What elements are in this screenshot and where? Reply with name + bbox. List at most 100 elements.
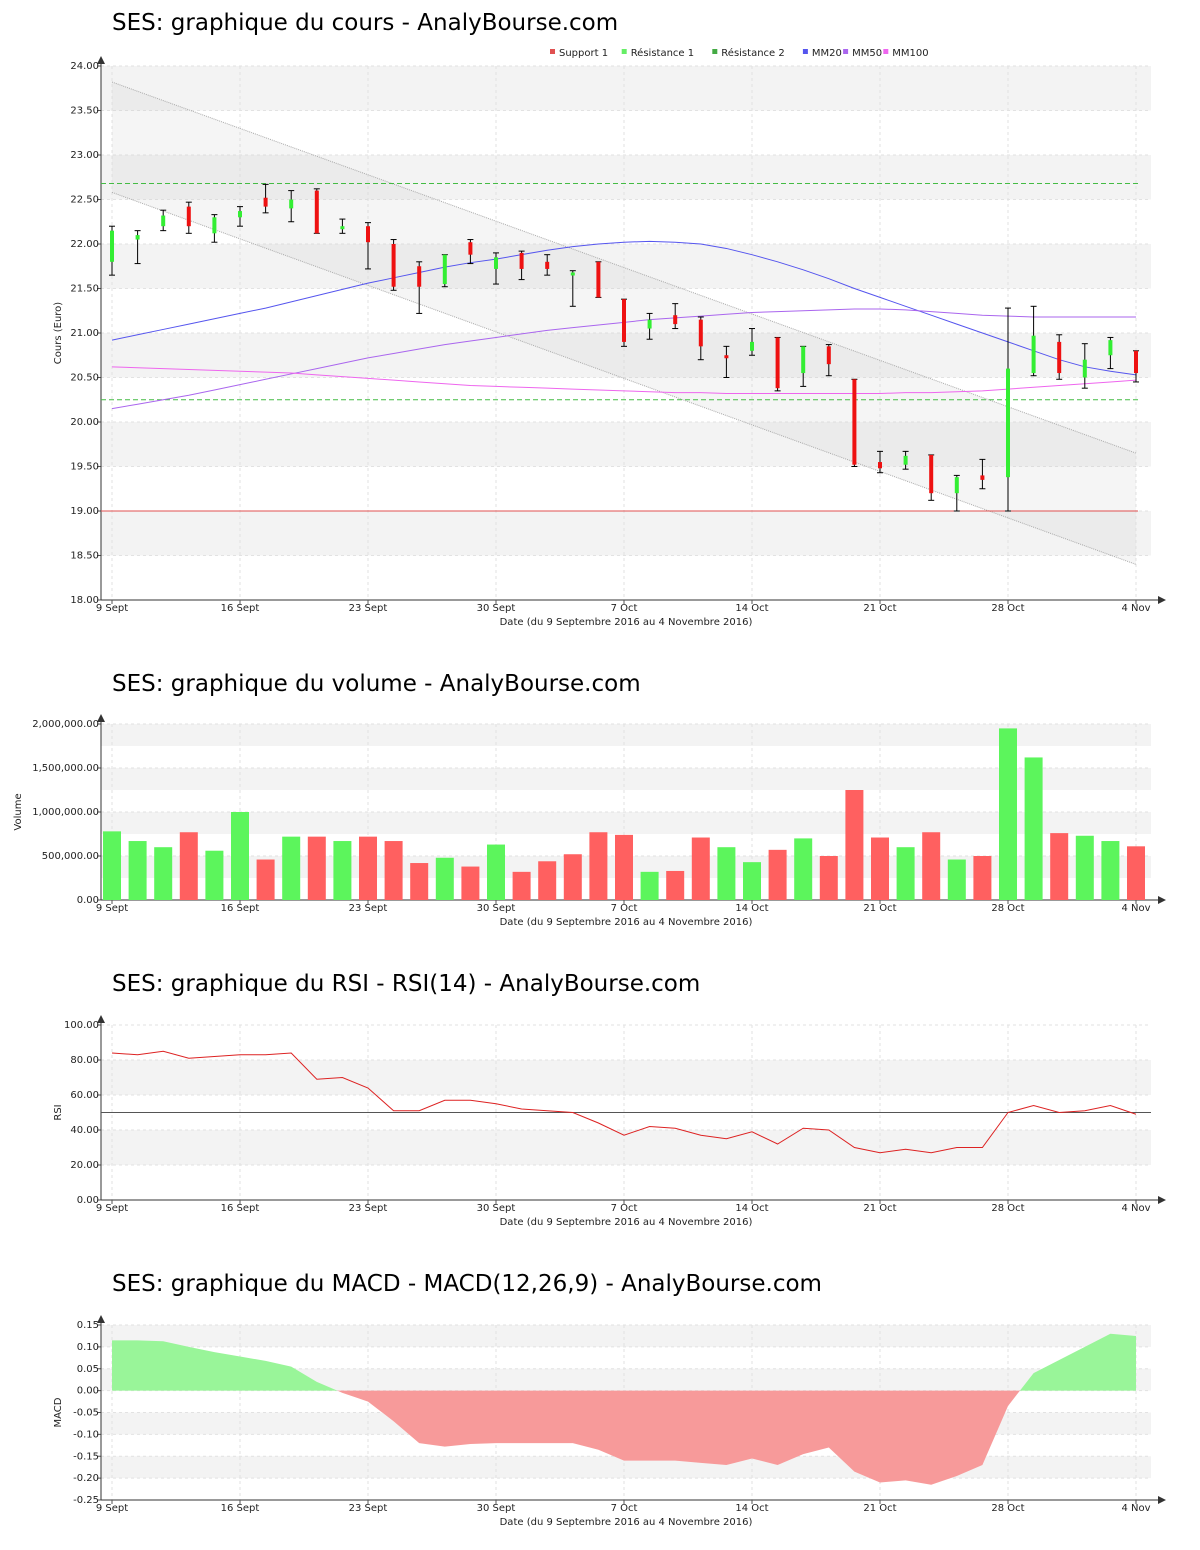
volume-bar [231, 812, 249, 900]
price-ytick-label: 24.00 [70, 61, 99, 72]
candle-body [929, 454, 934, 494]
candle-body [596, 261, 601, 298]
candle-body [1006, 368, 1010, 478]
candle-body [289, 199, 294, 209]
rsi-xtick-label: 4 Nov [1121, 1203, 1150, 1214]
rsi-y-arrow [97, 1015, 105, 1023]
price-ytick-label: 18.50 [70, 551, 99, 562]
volume-y-arrow [97, 714, 105, 722]
volume-bar [179, 832, 198, 900]
rsi-xtick-label: 14 Oct [735, 1203, 768, 1214]
volume-band [101, 812, 1151, 834]
volume-bar [999, 728, 1017, 900]
candle-body [1057, 341, 1062, 374]
candle-body [161, 215, 166, 227]
volume-bar [384, 841, 403, 900]
volume-bar [640, 871, 659, 900]
candle-body [801, 346, 806, 374]
moving-average-mm20 [111, 240, 1137, 376]
candle-body [1082, 359, 1087, 378]
price-ytick-label: 21.50 [70, 284, 99, 295]
volume-bar [922, 832, 941, 900]
volume-xtick-label: 23 Sept [349, 903, 388, 914]
legend-label: Résistance 2 [721, 47, 784, 59]
price-ytick-label: 19.50 [70, 462, 99, 473]
candle-body [852, 379, 857, 465]
legend-swatch [550, 49, 555, 54]
price-ytick-label: 21.00 [70, 328, 99, 339]
volume-ytick-label: 500,000.00 [42, 851, 99, 862]
price-chart-title: SES: graphique du cours - AnalyBourse.co… [112, 10, 619, 36]
price-xtick-label: 14 Oct [735, 603, 768, 614]
volume-bar [205, 850, 224, 900]
price-xtick-label: 21 Oct [863, 603, 896, 614]
legend-label: MM20 [812, 48, 842, 59]
price-channel-upper [111, 81, 1137, 454]
volume-xtick-label: 30 Sept [477, 903, 516, 914]
price-x-arrow [1158, 596, 1166, 604]
macd-xtick-label: 16 Sept [221, 1503, 260, 1514]
volume-bar [1101, 841, 1120, 900]
price-ytick-label: 23.00 [70, 150, 99, 161]
volume-ytick-label: 1,500,000.00 [32, 763, 99, 774]
price-xtick-label: 28 Oct [991, 603, 1024, 614]
macd-ytick-label: 0.00 [77, 1386, 99, 1397]
candle-body [417, 266, 422, 287]
macd-ytick-label: 0.15 [77, 1320, 99, 1331]
macd-negative-area [112, 1390, 1136, 1485]
rsi-chart: 0.00 20.00 40.00 60.00 80.00 100.00 9 Sept 16 S… [53, 1015, 1166, 1228]
macd-chart: -0.25 -0.20 -0.15 -0.10 -0.05 0.00 0.05 0.10 0.1… [53, 1315, 1166, 1528]
macd-band [101, 1325, 1151, 1347]
volume-bar [947, 859, 966, 900]
rsi-ytick-label: 100.00 [64, 1020, 99, 1031]
rsi-x-arrow [1158, 1196, 1166, 1204]
volume-bar [615, 834, 633, 900]
macd-y-axis-label: MACD [53, 1397, 64, 1427]
volume-chart: 0.00 500,000.00 1,000,000.00 1,500,000.00 2,… [13, 714, 1166, 928]
rsi-line [111, 1050, 1137, 1154]
volume-bar [563, 854, 582, 900]
price-ytick-label: 20.50 [70, 373, 99, 384]
candle-body [826, 346, 831, 365]
volume-ytick-label: 1,000,000.00 [32, 807, 99, 818]
volume-band [101, 768, 1151, 790]
volume-bar [410, 863, 429, 900]
rsi-xtick-label: 9 Sept [96, 1203, 128, 1214]
volume-bar [435, 857, 454, 900]
macd-ytick-label: 0.05 [77, 1364, 99, 1375]
candle-body [980, 475, 985, 480]
volume-bar [973, 856, 992, 900]
macd-ytick-label: -0.15 [73, 1451, 99, 1462]
volume-bar [461, 866, 480, 900]
macd-ytick-label: -0.10 [73, 1429, 99, 1440]
macd-x-axis-label: Date (du 9 Septembre 2016 au 4 Novembre … [500, 1517, 753, 1528]
volume-bar [359, 836, 377, 900]
volume-bar [845, 790, 864, 900]
price-ytick-label: 18.00 [70, 595, 99, 606]
rsi-chart-title: SES: graphique du RSI - RSI(14) - AnalyB… [112, 971, 701, 997]
candle-body [954, 477, 959, 494]
candle-body [903, 455, 908, 465]
legend-label: Résistance 1 [631, 47, 694, 59]
volume-x-arrow [1158, 896, 1166, 904]
price-ytick-label: 22.00 [70, 239, 99, 250]
volume-bar [589, 832, 608, 900]
candle-body [1031, 335, 1036, 374]
volume-bar [487, 844, 505, 900]
candle-body [570, 272, 575, 276]
price-x-axis-label: Date (du 9 Septembre 2016 au 4 Novembre … [500, 617, 753, 628]
candle-body [878, 462, 882, 469]
volume-bar [307, 836, 326, 900]
rsi-band [101, 1130, 1151, 1165]
volume-bar [282, 836, 301, 900]
rsi-xtick-label: 16 Sept [221, 1203, 260, 1214]
candle-body [135, 235, 140, 240]
price-channel-lower [111, 191, 1137, 565]
rsi-xtick-label: 30 Sept [477, 1203, 516, 1214]
legend-swatch [712, 49, 718, 54]
volume-bar [819, 856, 838, 900]
volume-xtick-label: 28 Oct [991, 903, 1024, 914]
legend-swatch [883, 49, 889, 54]
candle-body [494, 257, 498, 269]
volume-xtick-label: 7 Oct [611, 903, 638, 914]
